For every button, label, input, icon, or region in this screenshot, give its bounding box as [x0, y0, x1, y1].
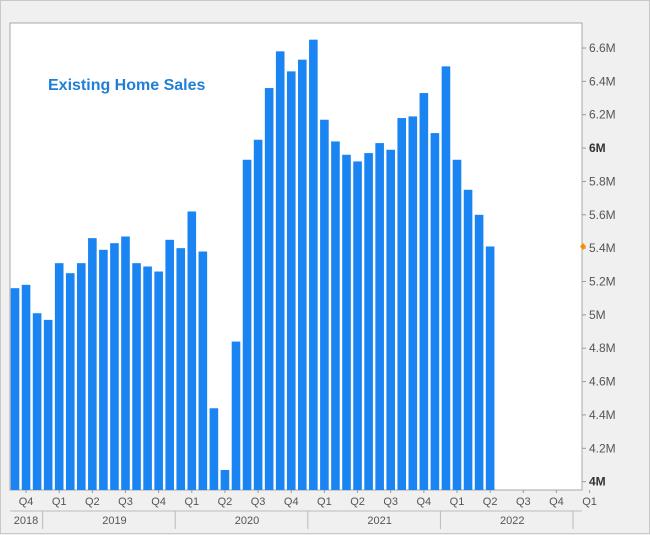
x-quarter-label: Q1: [52, 496, 67, 508]
chart-title: Existing Home Sales: [48, 77, 205, 94]
bar: [132, 263, 141, 490]
y-tick-label: 4.6M: [589, 375, 616, 389]
bar: [309, 39, 318, 491]
x-quarter-label: Q3: [251, 496, 266, 508]
x-quarter-label: Q4: [19, 496, 34, 508]
x-quarter-label: Q2: [350, 496, 365, 508]
bar: [143, 266, 152, 490]
bar: [99, 249, 108, 490]
bar: [198, 251, 208, 490]
bar: [77, 263, 86, 490]
bar: [320, 119, 329, 491]
bar: [32, 313, 42, 490]
x-quarter-label: Q1: [184, 496, 199, 508]
y-tick-label: 5.6M: [589, 208, 616, 222]
bar: [463, 189, 473, 491]
bar: [242, 159, 252, 490]
bar: [21, 284, 31, 490]
bar: [419, 93, 429, 491]
bar: [430, 133, 440, 490]
x-year-label: 2019: [102, 515, 126, 527]
bar: [386, 149, 395, 490]
x-quarter-label: Q2: [85, 496, 100, 508]
bar: [165, 239, 174, 490]
bars-group: [10, 39, 495, 491]
bar: [375, 143, 384, 490]
bar: [342, 154, 351, 490]
bar: [110, 243, 119, 490]
bar: [408, 116, 418, 491]
bar: [10, 288, 20, 490]
y-tick-label: 5.4M: [589, 241, 616, 255]
x-quarter-label: Q3: [383, 496, 398, 508]
bar: [231, 341, 241, 490]
x-quarter-label: Q2: [483, 496, 498, 508]
bar: [298, 59, 307, 490]
bar: [209, 408, 219, 490]
x-quarter-label: Q4: [284, 496, 299, 508]
bar: [353, 161, 362, 490]
last-value-marker: [580, 242, 586, 250]
x-axis: Q4 Q1 Q2 Q3 Q4 Q1 Q2 Q3 Q4 Q1 Q2 Q3 Q4 Q1 Q2 Q3 Q4 Q1 2018…: [10, 490, 597, 529]
bar: [452, 159, 462, 490]
bar: [176, 248, 186, 490]
x-year-label: 2020: [235, 515, 259, 527]
bar: [286, 71, 296, 491]
x-year-label: 2021: [367, 515, 391, 527]
x-quarter-label: Q2: [218, 496, 233, 508]
x-quarter-label: Q4: [417, 496, 432, 508]
bar: [88, 238, 97, 490]
x-year-label: 2022: [500, 515, 524, 527]
y-tick-label: 5.2M: [589, 275, 616, 289]
y-tick-label: 6.6M: [589, 41, 616, 55]
y-tick-label: 4M: [589, 475, 606, 489]
bar: [65, 273, 75, 490]
bar: [187, 211, 197, 490]
x-quarter-label: Q1: [317, 496, 332, 508]
bar: [43, 319, 53, 490]
bar: [441, 66, 451, 491]
bar: [331, 141, 340, 491]
bar: [397, 118, 407, 490]
x-quarter-label: Q4: [549, 496, 564, 508]
x-quarter-label: Q3: [118, 496, 133, 508]
y-tick-label: 4.4M: [589, 408, 616, 422]
bar: [54, 263, 64, 490]
y-tick-label: 6.4M: [589, 74, 616, 88]
bar: [485, 246, 495, 490]
x-year-label: 2018: [14, 515, 38, 527]
bar: [154, 271, 163, 490]
x-quarter-label: Q1: [450, 496, 465, 508]
y-tick-label: 5M: [589, 308, 606, 322]
x-quarter-label: Q1: [582, 496, 597, 508]
y-axis: 4M 4.2M 4.4M 4.6M 4.8M 5M 5.2M 5.4M 5.6M 5.8M 6M 6.…: [582, 41, 616, 489]
x-quarter-label: Q3: [516, 496, 531, 508]
y-tick-label: 5.8M: [589, 174, 616, 188]
y-tick-label: 6.2M: [589, 108, 616, 122]
bar: [121, 236, 130, 490]
y-tick-label: 4.8M: [589, 341, 616, 355]
bar: [364, 153, 373, 490]
y-tick-label: 4.2M: [589, 441, 616, 455]
bar: [253, 139, 263, 490]
y-tick-label: 6M: [589, 141, 606, 155]
x-quarter-label: Q4: [151, 496, 166, 508]
bar: [264, 88, 274, 491]
bar: [275, 51, 285, 490]
bar: [474, 214, 484, 491]
bar: [220, 469, 230, 490]
